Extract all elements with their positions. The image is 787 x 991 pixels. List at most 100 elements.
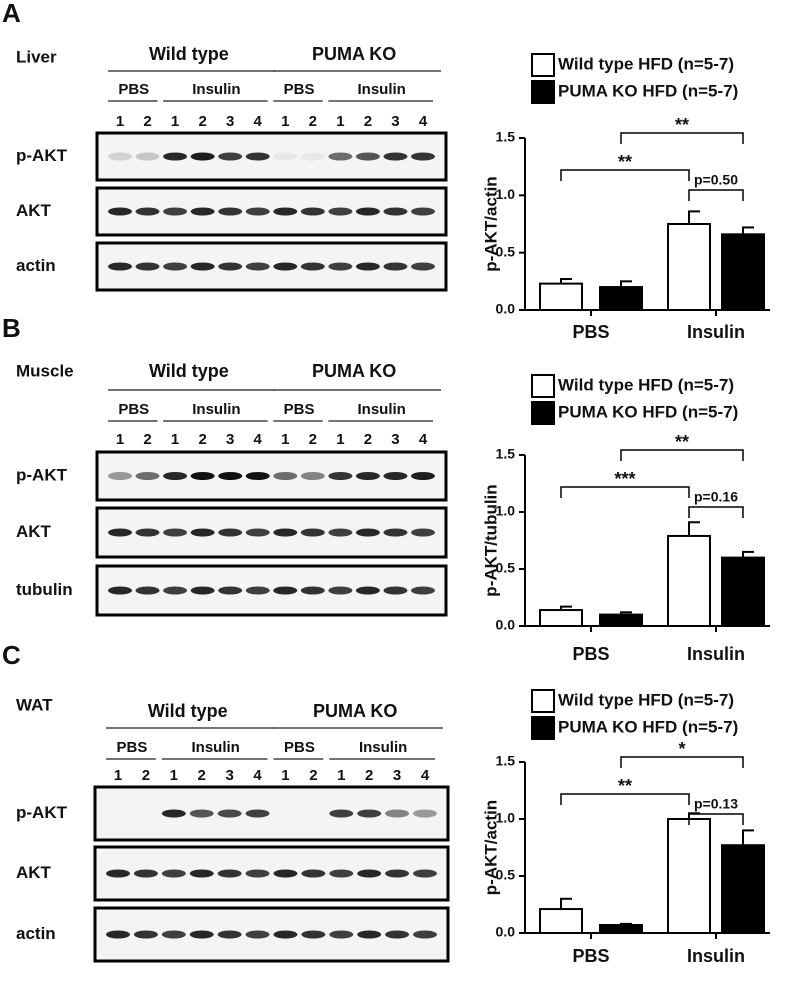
blot-band — [300, 528, 325, 537]
group-label: Wild type — [148, 701, 228, 721]
lane-number: 2 — [364, 431, 372, 448]
blot-band — [245, 262, 270, 271]
annotation: ** — [618, 776, 632, 796]
lane-number: 2 — [364, 113, 372, 130]
lane-number: 3 — [391, 113, 399, 130]
bar — [599, 613, 643, 627]
blot-band — [135, 528, 160, 537]
bar — [721, 233, 765, 312]
blot-band — [161, 869, 186, 878]
lane-number: 1 — [116, 431, 124, 448]
blot-band — [383, 262, 408, 271]
lane-number: 2 — [142, 767, 150, 784]
blot-band — [385, 809, 410, 818]
blot-band — [329, 809, 354, 818]
treatment-label: Insulin — [192, 401, 240, 418]
blot-band — [108, 472, 132, 480]
bar — [667, 534, 711, 627]
blot-band — [218, 472, 243, 480]
y-axis-label: p-AKT/actin — [481, 176, 500, 271]
blot-band — [190, 207, 215, 216]
row-label: tubulin — [16, 580, 73, 599]
x-tick-label: PBS — [572, 946, 609, 966]
blot-band — [245, 152, 270, 161]
bracket — [560, 793, 690, 805]
blot-band — [300, 472, 325, 480]
bar — [667, 818, 711, 934]
y-tick-label: 1.0 — [496, 810, 516, 826]
panel-label: C — [2, 640, 21, 670]
blot-band — [355, 528, 380, 537]
annotation: p=0.16 — [694, 489, 738, 505]
panel-label: B — [2, 313, 21, 343]
blot-band — [328, 152, 353, 161]
row-label: p-AKT — [16, 803, 68, 822]
legend-label: PUMA KO HFD (n=5-7) — [558, 717, 738, 736]
lane-number: 2 — [309, 431, 317, 448]
blot-band — [135, 152, 160, 161]
blot-band — [273, 472, 298, 480]
blot-band — [190, 528, 215, 537]
x-tick-label: Insulin — [687, 644, 745, 664]
bar — [721, 556, 765, 627]
blot-band — [245, 586, 270, 595]
blot-band — [163, 207, 188, 216]
group-label: Wild type — [149, 361, 229, 381]
bar — [539, 908, 583, 934]
bracket — [688, 189, 744, 201]
blot-band — [245, 472, 270, 480]
blot-band — [163, 472, 188, 480]
blot-band — [135, 207, 160, 216]
legend-label: PUMA KO HFD (n=5-7) — [558, 81, 738, 100]
blot-band — [133, 930, 158, 939]
blot-band — [355, 586, 380, 595]
blot-band — [218, 262, 243, 271]
group-label: PUMA KO — [312, 361, 396, 381]
blot-band — [355, 262, 380, 271]
blot-band — [218, 207, 243, 216]
lane-number: 4 — [253, 767, 262, 784]
lane-number: 4 — [419, 113, 428, 130]
bar — [599, 924, 643, 935]
blot-band — [190, 262, 215, 271]
bar — [667, 223, 711, 311]
blot-band — [411, 528, 435, 537]
row-label: p-AKT — [16, 146, 68, 165]
tissue-label: Muscle — [16, 361, 74, 380]
y-axis-label: p-AKT/actin — [481, 800, 500, 895]
annotation: ** — [675, 432, 689, 452]
lane-number: 4 — [421, 767, 430, 784]
lane-number: 1 — [281, 113, 289, 130]
blot-band — [218, 152, 243, 161]
blot-band — [413, 809, 437, 818]
blot-band — [161, 930, 186, 939]
annotation: ** — [675, 115, 689, 135]
treatment-label: PBS — [284, 739, 315, 756]
blot-band — [300, 586, 325, 595]
blot-band — [328, 528, 353, 537]
lane-number: 1 — [114, 767, 122, 784]
legend-swatch — [531, 80, 555, 104]
lane-number: 3 — [391, 431, 399, 448]
blot-band — [163, 262, 188, 271]
tissue-label: WAT — [16, 695, 53, 714]
blot-band — [411, 152, 435, 161]
legend-swatch — [531, 716, 555, 740]
row-label: actin — [16, 924, 56, 943]
legend-swatch — [531, 401, 555, 425]
x-tick-label: Insulin — [687, 322, 745, 342]
panel-label: A — [2, 0, 21, 28]
blot-band — [161, 809, 186, 818]
blot-band — [301, 869, 326, 878]
legend-swatch — [531, 374, 555, 398]
bar — [539, 609, 583, 627]
annotation: p=0.13 — [694, 796, 738, 812]
blot-band — [217, 809, 242, 818]
bracket — [560, 486, 690, 498]
lane-number: 3 — [393, 767, 401, 784]
y-tick-label: 1.0 — [496, 186, 516, 202]
lane-number: 1 — [171, 431, 179, 448]
row-label: actin — [16, 256, 56, 275]
legend-label: PUMA KO HFD (n=5-7) — [558, 402, 738, 421]
treatment-label: Insulin — [192, 81, 240, 98]
